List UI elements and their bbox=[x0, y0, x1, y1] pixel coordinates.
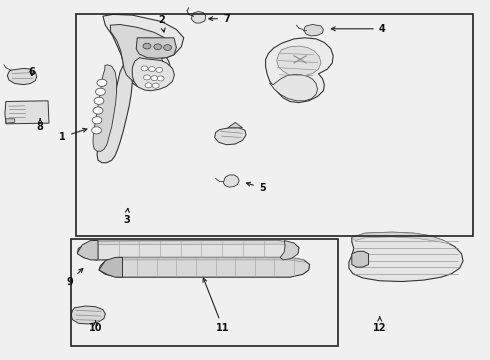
Text: 2: 2 bbox=[158, 15, 165, 32]
Bar bbox=[76, 14, 473, 236]
Circle shape bbox=[97, 79, 107, 86]
Polygon shape bbox=[191, 12, 206, 23]
Text: 6: 6 bbox=[28, 67, 35, 77]
Text: 12: 12 bbox=[373, 317, 387, 333]
Circle shape bbox=[141, 66, 148, 71]
Polygon shape bbox=[77, 240, 299, 260]
Polygon shape bbox=[6, 119, 15, 123]
Polygon shape bbox=[266, 38, 333, 103]
Circle shape bbox=[94, 97, 104, 104]
Text: 8: 8 bbox=[37, 119, 44, 132]
Polygon shape bbox=[110, 24, 172, 84]
Circle shape bbox=[154, 44, 162, 50]
Circle shape bbox=[164, 45, 171, 50]
Polygon shape bbox=[304, 24, 323, 36]
Polygon shape bbox=[93, 65, 117, 151]
Polygon shape bbox=[5, 101, 49, 124]
Circle shape bbox=[152, 83, 159, 88]
Circle shape bbox=[148, 67, 155, 72]
Polygon shape bbox=[132, 58, 174, 91]
Circle shape bbox=[92, 127, 101, 134]
Polygon shape bbox=[105, 257, 305, 263]
Text: 11: 11 bbox=[203, 278, 230, 333]
Polygon shape bbox=[215, 128, 246, 145]
Circle shape bbox=[92, 117, 102, 124]
Circle shape bbox=[156, 67, 163, 72]
Circle shape bbox=[151, 76, 158, 81]
Polygon shape bbox=[71, 306, 105, 324]
Polygon shape bbox=[352, 232, 451, 244]
Text: 1: 1 bbox=[59, 129, 87, 142]
Text: 10: 10 bbox=[89, 320, 102, 333]
Text: 4: 4 bbox=[331, 24, 386, 34]
Circle shape bbox=[145, 83, 152, 88]
Text: 5: 5 bbox=[246, 182, 266, 193]
Circle shape bbox=[144, 75, 150, 80]
Polygon shape bbox=[7, 68, 37, 85]
Polygon shape bbox=[280, 240, 299, 260]
Polygon shape bbox=[352, 251, 368, 267]
Text: 9: 9 bbox=[66, 269, 83, 287]
Polygon shape bbox=[97, 65, 132, 163]
Polygon shape bbox=[349, 232, 463, 282]
Polygon shape bbox=[223, 175, 239, 187]
Circle shape bbox=[157, 76, 164, 81]
Polygon shape bbox=[136, 38, 176, 58]
Circle shape bbox=[93, 107, 103, 114]
Polygon shape bbox=[83, 240, 295, 248]
Text: 7: 7 bbox=[209, 14, 230, 24]
Polygon shape bbox=[99, 257, 310, 277]
Bar bbox=[71, 239, 338, 346]
Polygon shape bbox=[103, 14, 184, 87]
Circle shape bbox=[143, 43, 151, 49]
Polygon shape bbox=[228, 122, 243, 128]
Polygon shape bbox=[270, 75, 318, 101]
Polygon shape bbox=[99, 257, 122, 277]
Polygon shape bbox=[77, 240, 98, 260]
Circle shape bbox=[96, 88, 105, 95]
Polygon shape bbox=[277, 46, 321, 76]
Text: 3: 3 bbox=[123, 208, 130, 225]
